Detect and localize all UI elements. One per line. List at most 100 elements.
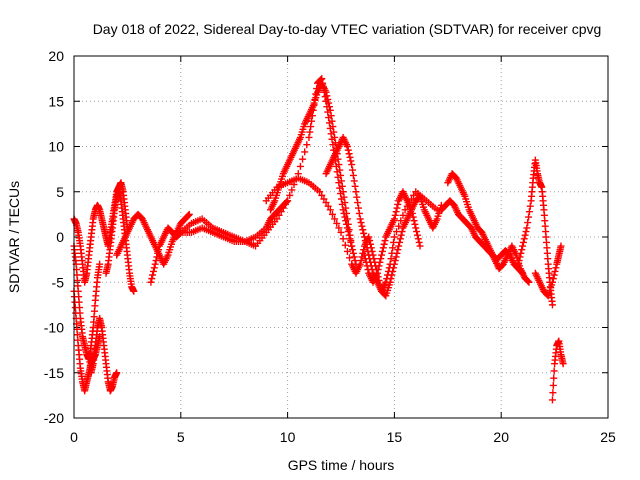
data-point xyxy=(389,267,397,275)
chart-title: Day 018 of 2022, Sidereal Day-to-day VTE… xyxy=(93,21,602,37)
y-tick-label: 10 xyxy=(48,139,64,155)
data-point xyxy=(551,267,559,275)
data-point xyxy=(343,247,351,255)
data-point xyxy=(548,396,556,404)
data-point xyxy=(407,206,415,214)
data-point xyxy=(301,148,309,156)
data-point xyxy=(396,235,404,243)
data-point xyxy=(150,264,158,272)
data-point xyxy=(185,210,193,218)
x-tick-label: 25 xyxy=(600,429,616,445)
data-point xyxy=(559,360,567,368)
series-group xyxy=(514,156,556,309)
data-point xyxy=(413,231,421,239)
data-point xyxy=(351,257,359,265)
data-point xyxy=(339,235,347,243)
data-point xyxy=(398,228,406,236)
data-point xyxy=(410,217,418,225)
data-point xyxy=(525,213,533,221)
data-point xyxy=(361,237,369,245)
data-point xyxy=(364,247,372,255)
data-point xyxy=(523,224,531,232)
data-point xyxy=(388,271,396,279)
data-point xyxy=(151,260,159,268)
data-point xyxy=(326,206,334,214)
data-point xyxy=(329,123,337,131)
data-point xyxy=(306,128,314,136)
data-point xyxy=(548,278,556,286)
data-point xyxy=(548,301,556,309)
data-point xyxy=(323,92,331,100)
data-point xyxy=(322,199,330,207)
data-point xyxy=(356,260,364,268)
data-point xyxy=(409,213,417,221)
data-point xyxy=(387,275,395,283)
data-point xyxy=(339,188,347,196)
series-group xyxy=(444,170,533,286)
data-point xyxy=(331,133,339,141)
data-point xyxy=(286,191,294,199)
data-point xyxy=(336,166,344,174)
x-tick-label: 10 xyxy=(280,429,296,445)
data-point xyxy=(522,228,530,236)
data-point xyxy=(324,95,332,103)
data-point xyxy=(275,211,283,219)
data-point xyxy=(550,374,558,382)
series-group xyxy=(322,133,445,300)
data-point xyxy=(525,208,533,216)
data-point xyxy=(147,278,155,286)
data-point xyxy=(343,215,351,223)
data-point xyxy=(316,188,324,196)
data-point xyxy=(360,229,368,237)
data-point xyxy=(389,244,397,252)
data-point xyxy=(296,162,304,170)
data-point xyxy=(360,251,368,259)
data-point xyxy=(378,247,386,255)
x-tick-label: 5 xyxy=(177,429,185,445)
data-point xyxy=(335,224,343,232)
y-tick-label: -10 xyxy=(44,320,64,336)
data-point xyxy=(550,367,558,375)
series-group xyxy=(548,337,567,404)
data-point xyxy=(374,266,382,274)
data-point xyxy=(350,253,358,261)
data-point xyxy=(414,235,422,243)
data-point xyxy=(524,277,532,285)
data-point xyxy=(360,233,368,241)
x-tick-label: 15 xyxy=(387,429,403,445)
data-point xyxy=(349,171,357,179)
data-point xyxy=(341,199,349,207)
data-point xyxy=(386,278,394,286)
data-point xyxy=(279,204,287,212)
data-point xyxy=(113,369,121,377)
x-tick-label: 20 xyxy=(493,429,509,445)
data-point xyxy=(376,258,384,266)
data-point xyxy=(357,257,365,265)
data-point xyxy=(352,188,360,196)
data-point xyxy=(519,242,527,250)
data-point xyxy=(330,128,338,136)
data-point xyxy=(381,237,389,245)
data-point xyxy=(399,211,407,219)
data-point xyxy=(358,222,366,230)
data-point xyxy=(412,224,420,232)
data-point xyxy=(344,146,352,154)
y-tick-label: -5 xyxy=(52,274,65,290)
data-point xyxy=(373,269,381,277)
data-point xyxy=(391,257,399,265)
data-point xyxy=(348,242,356,250)
data-point xyxy=(184,211,192,219)
data-point xyxy=(320,195,328,203)
y-tick-label: 5 xyxy=(56,184,64,200)
data-point xyxy=(130,287,138,295)
data-point xyxy=(326,106,334,114)
data-point xyxy=(346,231,354,239)
data-point xyxy=(328,210,336,218)
data-point xyxy=(379,244,387,252)
data-point xyxy=(284,197,292,205)
data-point xyxy=(526,202,534,210)
data-point xyxy=(343,143,351,150)
data-point xyxy=(519,238,527,246)
data-point xyxy=(363,262,371,270)
